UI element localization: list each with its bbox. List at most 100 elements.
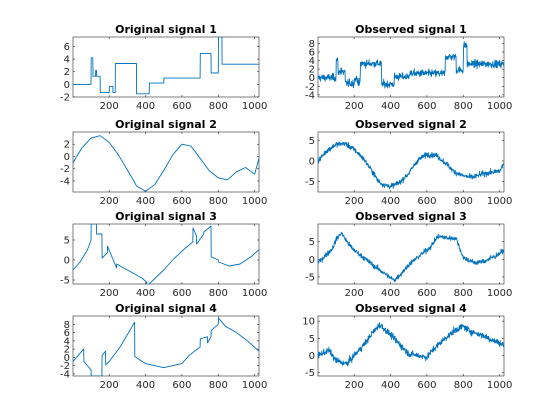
signal-line bbox=[73, 317, 259, 376]
x-tick-label: 400 bbox=[136, 101, 155, 112]
x-tick-label: 1000 bbox=[242, 288, 267, 299]
chart-title: Original signal 4 bbox=[115, 302, 217, 315]
chart-title: Original signal 2 bbox=[115, 118, 217, 131]
y-tick-label: 0 bbox=[309, 255, 315, 266]
chart-title: Original signal 1 bbox=[115, 23, 217, 36]
y-tick-label: 0 bbox=[64, 353, 70, 364]
x-tick-label: 600 bbox=[417, 196, 436, 207]
x-tick-label: 1000 bbox=[487, 380, 512, 391]
x-tick-label: 800 bbox=[454, 380, 473, 391]
subplot-7: Original signal 4 200 400 600 800 1000 -4-2024… bbox=[60, 302, 267, 391]
x-tick-label: 400 bbox=[136, 380, 155, 391]
signal-line bbox=[73, 224, 259, 284]
x-tick-label: 1000 bbox=[487, 288, 512, 299]
x-tick-label: 1000 bbox=[242, 101, 267, 112]
signal-line bbox=[73, 135, 259, 192]
x-tick-label: 1000 bbox=[242, 196, 267, 207]
y-tick-label: -5 bbox=[60, 276, 70, 287]
x-tick-label: 800 bbox=[454, 101, 473, 112]
signal-line bbox=[318, 41, 504, 89]
x-tick-label: 200 bbox=[345, 196, 364, 207]
subplot-2: Observed signal 1 200 400 600 800 1000 -4-2024… bbox=[305, 23, 512, 112]
x-tick-label: 1000 bbox=[242, 380, 267, 391]
y-tick-label: -4 bbox=[60, 176, 70, 187]
y-tick-label: -5 bbox=[305, 177, 315, 188]
plot-frame bbox=[317, 36, 505, 98]
subplot-4: Observed signal 2 200 400 600 800 1000 -5 0 5 bbox=[305, 118, 512, 207]
chart-title: Observed signal 3 bbox=[355, 210, 467, 223]
y-tick-label: 5 bbox=[309, 237, 315, 248]
x-tick-label: 1000 bbox=[487, 196, 512, 207]
x-tick-label: 200 bbox=[345, 101, 364, 112]
chart-title: Original signal 3 bbox=[115, 210, 217, 223]
y-tick-label: 5 bbox=[309, 334, 315, 345]
subplot-3: Original signal 2 200 400 600 800 1000 -4-202 bbox=[60, 118, 267, 207]
y-tick-label: 2 bbox=[64, 345, 70, 356]
y-tick-label: -5 bbox=[305, 272, 315, 283]
y-tick-label: 10 bbox=[302, 317, 315, 328]
plot-frame bbox=[72, 131, 260, 193]
x-tick-label: 200 bbox=[100, 380, 119, 391]
subplot-1: Original signal 1 200 400 600 800 1000 -2 0 24 6 bbox=[60, 23, 267, 112]
x-tick-label: 600 bbox=[172, 101, 191, 112]
x-tick-label: 800 bbox=[209, 196, 228, 207]
x-tick-label: 1000 bbox=[487, 101, 512, 112]
x-tick-label: 600 bbox=[172, 288, 191, 299]
y-tick-label: -5 bbox=[305, 368, 315, 379]
x-tick-label: 600 bbox=[417, 380, 436, 391]
signal-line bbox=[318, 231, 504, 283]
signal-line bbox=[318, 141, 504, 190]
y-tick-label: 6 bbox=[309, 48, 315, 59]
y-tick-label: -4 bbox=[60, 369, 70, 380]
x-tick-label: 400 bbox=[381, 380, 400, 391]
y-tick-label: 8 bbox=[309, 39, 315, 50]
plot-frame bbox=[317, 223, 505, 285]
x-tick-label: 600 bbox=[172, 196, 191, 207]
x-tick-label: 600 bbox=[172, 380, 191, 391]
x-tick-label: 400 bbox=[136, 288, 155, 299]
x-tick-label: 800 bbox=[454, 196, 473, 207]
x-tick-label: 600 bbox=[417, 101, 436, 112]
plot-frame bbox=[72, 315, 260, 377]
x-tick-label: 400 bbox=[381, 288, 400, 299]
y-tick-label: -4 bbox=[305, 90, 315, 101]
x-tick-label: 400 bbox=[381, 101, 400, 112]
x-tick-label: 800 bbox=[209, 101, 228, 112]
y-tick-label: 0 bbox=[64, 80, 70, 91]
x-tick-label: 200 bbox=[345, 288, 364, 299]
y-tick-label: 2 bbox=[64, 140, 70, 151]
chart-title: Observed signal 1 bbox=[355, 23, 467, 36]
subplot-8: Observed signal 4 200 400 600 800 1000 -5 0 5 10 bbox=[302, 302, 512, 391]
plot-frame bbox=[72, 36, 260, 98]
subplot-6: Observed signal 3 200 400 600 800 1000 -5 0 5 bbox=[305, 210, 512, 299]
y-tick-label: 4 bbox=[64, 55, 70, 66]
y-tick-label: 5 bbox=[309, 136, 315, 147]
x-tick-label: 400 bbox=[136, 196, 155, 207]
x-tick-label: 200 bbox=[100, 288, 119, 299]
signal-line bbox=[73, 37, 259, 95]
y-tick-label: -2 bbox=[305, 82, 315, 93]
x-tick-label: 200 bbox=[345, 380, 364, 391]
y-tick-label: -2 bbox=[60, 164, 70, 175]
x-tick-label: 600 bbox=[417, 288, 436, 299]
y-tick-label: -2 bbox=[60, 93, 70, 104]
x-tick-label: 400 bbox=[381, 196, 400, 207]
y-tick-label: -2 bbox=[60, 361, 70, 372]
plot-frame bbox=[317, 131, 505, 193]
y-tick-label: 8 bbox=[64, 320, 70, 331]
x-tick-label: 800 bbox=[209, 288, 228, 299]
y-tick-label: 0 bbox=[309, 73, 315, 84]
y-tick-label: 4 bbox=[309, 56, 315, 67]
y-tick-label: 2 bbox=[309, 65, 315, 76]
y-tick-label: 6 bbox=[64, 42, 70, 53]
y-tick-label: 0 bbox=[309, 351, 315, 362]
y-tick-label: 4 bbox=[64, 336, 70, 347]
y-tick-label: 0 bbox=[64, 256, 70, 267]
y-tick-label: 2 bbox=[64, 67, 70, 78]
plot-frame bbox=[317, 315, 505, 377]
signal-line bbox=[318, 322, 504, 367]
x-tick-label: 200 bbox=[100, 196, 119, 207]
y-tick-label: 0 bbox=[309, 156, 315, 167]
y-tick-label: 6 bbox=[64, 328, 70, 339]
